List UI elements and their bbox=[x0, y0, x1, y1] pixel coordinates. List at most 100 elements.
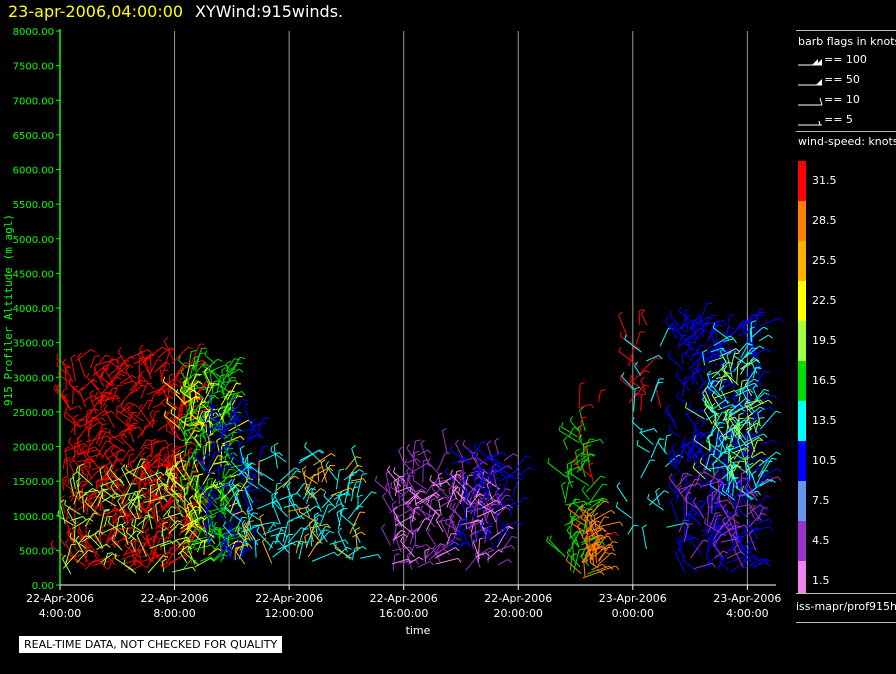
wind-barb-shaft bbox=[297, 529, 305, 548]
wind-barb-shaft bbox=[628, 348, 635, 367]
wind-barb-shaft bbox=[175, 393, 186, 405]
wind-barb-shaft bbox=[230, 535, 242, 540]
wind-barb-flag bbox=[610, 509, 616, 514]
wind-barb-flag bbox=[188, 456, 194, 459]
wind-barb-flag bbox=[711, 314, 717, 317]
wind-barb-shaft bbox=[479, 482, 491, 501]
wind-barb-shaft bbox=[723, 461, 738, 476]
wind-barb-shaft bbox=[136, 515, 150, 526]
wind-barb-shaft bbox=[736, 536, 748, 553]
wind-barb-shaft bbox=[165, 547, 179, 564]
wind-barb-flag bbox=[154, 440, 160, 443]
wind-barb bbox=[577, 403, 595, 409]
wind-barb-shaft bbox=[127, 499, 143, 513]
wind-barb-flag bbox=[191, 349, 197, 352]
wind-barb-flag bbox=[685, 315, 691, 317]
wind-barb bbox=[616, 481, 628, 502]
wind-barb bbox=[351, 547, 361, 561]
wind-barb bbox=[725, 511, 734, 529]
wind-barb-flag bbox=[183, 380, 185, 386]
wind-barb bbox=[175, 389, 186, 405]
wind-barb-flag bbox=[676, 536, 680, 542]
wind-barb-flag bbox=[445, 497, 450, 502]
wind-barb-shaft bbox=[760, 509, 765, 521]
wind-barb bbox=[202, 443, 221, 463]
wind-barb-shaft bbox=[112, 364, 130, 379]
wind-barb bbox=[696, 379, 712, 391]
wind-barb bbox=[179, 450, 185, 470]
wind-barb-shaft bbox=[167, 514, 177, 524]
wind-barb bbox=[320, 459, 328, 483]
wind-barb-shaft bbox=[688, 409, 702, 415]
wind-barb-shaft bbox=[217, 412, 224, 435]
wind-barb-flag bbox=[186, 545, 192, 550]
wind-barb-flag bbox=[210, 480, 213, 486]
wind-barb-flag bbox=[60, 495, 66, 499]
wind-barb-shaft bbox=[600, 565, 616, 572]
wind-barb-shaft bbox=[479, 547, 490, 556]
wind-barb-flag bbox=[508, 525, 514, 530]
wind-barb-flag bbox=[350, 487, 355, 492]
wind-barb-shaft bbox=[162, 521, 173, 537]
wind-barb bbox=[706, 354, 718, 370]
wind-barb-flag bbox=[602, 483, 608, 486]
wind-barb-shaft bbox=[568, 427, 574, 438]
wind-barb-shaft bbox=[460, 484, 465, 504]
wind-barb-shaft bbox=[670, 500, 679, 523]
wind-barb bbox=[136, 515, 154, 526]
wind-barb-flag bbox=[253, 499, 259, 502]
wind-barb-shaft bbox=[126, 560, 137, 572]
wind-barb-shaft bbox=[692, 327, 701, 338]
wind-barb-shaft bbox=[84, 539, 100, 557]
wind-barb-shaft bbox=[581, 553, 591, 564]
wind-barb-shaft bbox=[654, 385, 662, 408]
wind-barb bbox=[588, 462, 595, 484]
wind-barb bbox=[101, 523, 126, 535]
wind-barb-flag bbox=[302, 541, 308, 544]
wind-barb-shaft bbox=[682, 559, 698, 572]
wind-barb-flag bbox=[206, 441, 212, 444]
wind-barb-shaft bbox=[163, 456, 179, 477]
wind-barb-flag bbox=[57, 369, 60, 375]
wind-barb-flag bbox=[216, 437, 222, 442]
wind-barb-shaft bbox=[391, 558, 409, 565]
wind-barb bbox=[516, 496, 530, 506]
wind-barb-shaft bbox=[85, 547, 88, 562]
wind-barb-flag bbox=[758, 313, 764, 317]
wind-barb-shaft bbox=[235, 546, 252, 560]
wind-barb-shaft bbox=[98, 511, 105, 535]
wind-barb-shaft bbox=[155, 483, 161, 496]
wind-barb-flag bbox=[262, 445, 268, 448]
wind-barb bbox=[65, 446, 71, 464]
wind-barb bbox=[138, 350, 146, 366]
wind-barb-shaft bbox=[103, 507, 116, 519]
wind-barb-shaft bbox=[173, 493, 182, 515]
wind-barb-shaft bbox=[199, 495, 201, 514]
wind-barb-flag bbox=[92, 416, 98, 418]
wind-barb-flag bbox=[668, 424, 672, 431]
wind-barb bbox=[194, 451, 212, 475]
wind-barb bbox=[693, 421, 699, 442]
wind-barb bbox=[628, 347, 639, 367]
wind-barb-shaft bbox=[151, 411, 156, 429]
wind-barb-flag bbox=[127, 527, 133, 530]
wind-barb-shaft bbox=[59, 502, 66, 525]
wind-barb bbox=[596, 565, 614, 572]
wind-barb-shaft bbox=[417, 560, 431, 568]
wind-barb-flag bbox=[655, 357, 661, 360]
wind-barb-flag bbox=[224, 463, 231, 466]
wind-barb bbox=[188, 495, 199, 519]
wind-barb-shaft bbox=[650, 438, 660, 459]
wind-barb-shaft bbox=[738, 494, 743, 506]
wind-barb bbox=[676, 536, 684, 551]
wind-barb-flag bbox=[161, 346, 167, 350]
wind-barb bbox=[646, 354, 663, 362]
wind-barb bbox=[100, 553, 118, 563]
wind-barb-flag bbox=[673, 449, 679, 454]
wind-barb-flag bbox=[438, 497, 444, 501]
wind-barb-shaft bbox=[77, 458, 92, 463]
wind-barb bbox=[673, 449, 679, 464]
wind-barb-shaft bbox=[487, 549, 499, 561]
wind-barb-flag bbox=[210, 517, 215, 522]
wind-barb-shaft bbox=[744, 493, 752, 505]
